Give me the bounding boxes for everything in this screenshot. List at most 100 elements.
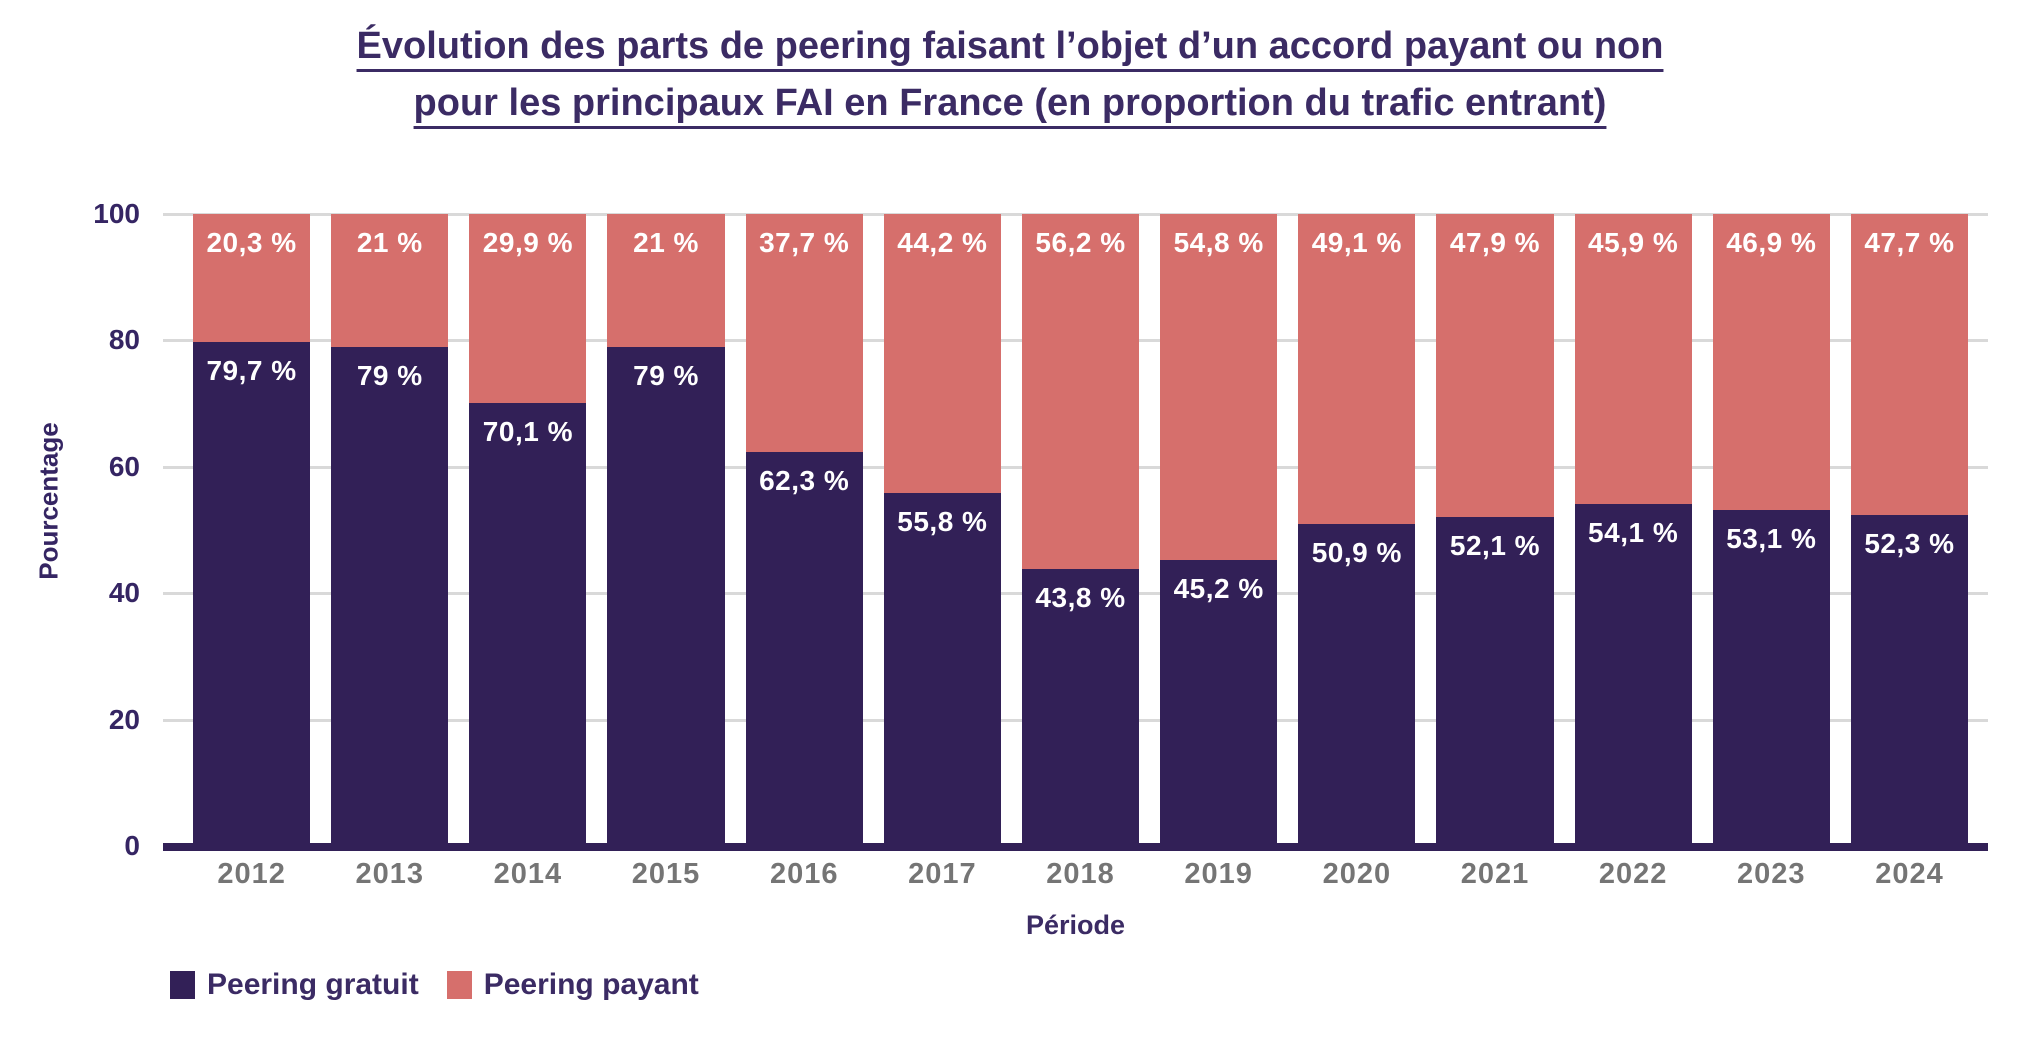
bar-value-label: 56,2 % <box>1035 227 1126 259</box>
legend-item-peering-gratuit: Peering gratuit <box>170 968 419 1002</box>
bar-value-label: 79 % <box>356 359 423 391</box>
segment-peering-gratuit-2019: 45,2 % <box>1160 560 1278 846</box>
x-tick-label-2015: 2015 <box>631 858 701 890</box>
segment-peering-gratuit-2016: 62,3 % <box>745 452 863 846</box>
segment-peering-payant-2013: 21 % <box>331 214 449 347</box>
legend: Peering gratuit Peering payant <box>170 968 699 1002</box>
x-tick-label-2022: 2022 <box>1598 858 1668 890</box>
segment-peering-payant-2020: 49,1 % <box>1298 214 1416 525</box>
x-tick-label-2020: 2020 <box>1322 858 1392 890</box>
x-tick-label-2013: 2013 <box>355 858 424 890</box>
x-tick-label-2017: 2017 <box>908 858 977 890</box>
bar-value-label: 20,3 % <box>206 227 297 259</box>
bar-value-label: 54,1 % <box>1588 517 1679 549</box>
y-tick-label-60: 60 <box>108 450 140 482</box>
bar-column-2016: 37,7 % 62,3 % <box>745 214 863 846</box>
x-tick-label-2024: 2024 <box>1875 858 1944 890</box>
x-tick-label-2016: 2016 <box>769 858 839 890</box>
segment-peering-payant-2021: 47,9 % <box>1436 214 1554 517</box>
bar-value-label: 44,2 % <box>897 227 988 259</box>
segment-peering-payant-2016: 37,7 % <box>745 214 863 453</box>
legend-swatch-peering-gratuit-icon <box>170 971 195 999</box>
y-axis-title: Pourcentage <box>33 422 64 580</box>
bar-value-label: 79 % <box>633 359 699 391</box>
bar-value-label: 21 % <box>633 227 699 259</box>
bar-column-2012: 20,3 % 79,7 % <box>193 214 311 846</box>
segment-peering-payant-2023: 46,9 % <box>1712 214 1830 511</box>
segment-peering-gratuit-2018: 43,8 % <box>1021 569 1140 846</box>
chart-title-line-1: Évolution des parts de peering faisant l… <box>356 25 1664 67</box>
bar-value-label: 46,9 % <box>1726 227 1817 259</box>
x-tick-label-2021: 2021 <box>1460 858 1530 890</box>
bar-column-2015: 21 % 79 % <box>607 214 725 846</box>
bar-value-label: 79,7 % <box>206 355 297 387</box>
legend-item-peering-payant: Peering payant <box>446 968 699 1002</box>
bar-value-label: 47,9 % <box>1449 227 1541 259</box>
bar-value-label: 55,8 % <box>897 506 988 538</box>
x-axis-line <box>163 843 1988 851</box>
y-tick-label-80: 80 <box>108 324 140 356</box>
legend-swatch-peering-payant-icon <box>446 971 472 999</box>
segment-peering-gratuit-2022: 54,1 % <box>1574 504 1692 846</box>
bar-column-2017: 44,2 % 55,8 % <box>883 214 1001 846</box>
x-labels-row: 2012 2013 2014 2015 2016 2017 2018 2019 2020 2021… <box>163 858 1988 891</box>
bar-value-label: 62,3 % <box>759 465 850 497</box>
bar-value-label: 49,1 % <box>1311 227 1402 259</box>
bar-value-label: 52,1 % <box>1449 529 1541 561</box>
bar-value-label: 37,7 % <box>759 227 850 259</box>
bar-column-2018: 56,2 % 43,8 % <box>1021 214 1140 846</box>
segment-peering-payant-2018: 56,2 % <box>1021 214 1140 570</box>
chart-title: Évolution des parts de peering faisant l… <box>0 18 2020 132</box>
segment-peering-gratuit-2017: 55,8 % <box>883 493 1001 846</box>
segment-peering-gratuit-2023: 53,1 % <box>1712 510 1830 846</box>
y-tick-label-20: 20 <box>108 703 140 735</box>
bar-value-label: 45,9 % <box>1588 227 1679 259</box>
segment-peering-payant-2022: 45,9 % <box>1574 214 1692 505</box>
segment-peering-payant-2012: 20,3 % <box>193 214 311 343</box>
bar-value-label: 47,7 % <box>1864 227 1955 259</box>
bar-column-2023: 46,9 % 53,1 % <box>1712 214 1830 846</box>
legend-label-peering-payant: Peering payant <box>483 968 699 1001</box>
y-tick-label-0: 0 <box>124 830 140 861</box>
segment-peering-gratuit-2015: 79 % <box>607 346 725 846</box>
legend-label-peering-gratuit: Peering gratuit <box>207 968 419 1001</box>
bar-value-label: 45,2 % <box>1173 573 1264 605</box>
bar-value-label: 54,8 % <box>1173 227 1264 259</box>
x-tick-label-2018: 2018 <box>1046 858 1115 890</box>
bar-value-label: 21 % <box>356 227 423 259</box>
plot-area: 20,3 % 79,7 % 21 % 79 % 29,9 % 70,1 % 21 % 79 %… <box>163 213 1988 846</box>
segment-peering-payant-2019: 54,8 % <box>1160 214 1278 561</box>
segment-peering-gratuit-2012: 79,7 % <box>193 342 311 846</box>
x-tick-label-2023: 2023 <box>1737 858 1806 890</box>
bar-column-2020: 49,1 % 50,9 % <box>1298 214 1416 846</box>
segment-peering-payant-2024: 47,7 % <box>1850 214 1969 516</box>
bar-value-label: 29,9 % <box>482 227 573 259</box>
segment-peering-gratuit-2024: 52,3 % <box>1850 515 1969 846</box>
bar-value-label: 43,8 % <box>1035 582 1126 614</box>
segment-peering-payant-2017: 44,2 % <box>883 214 1001 494</box>
x-tick-label-2012: 2012 <box>217 858 286 890</box>
bar-column-2014: 29,9 % 70,1 % <box>469 214 587 846</box>
y-tick-label-100: 100 <box>93 198 140 229</box>
bar-column-2022: 45,9 % 54,1 % <box>1574 214 1692 846</box>
segment-peering-payant-2015: 21 % <box>607 214 725 347</box>
x-tick-label-2019: 2019 <box>1184 858 1253 890</box>
x-tick-label-2014: 2014 <box>493 858 563 890</box>
y-axis: 0 20 40 60 80 100 <box>0 198 140 861</box>
bar-value-label: 50,9 % <box>1311 537 1402 569</box>
segment-peering-gratuit-2013: 79 % <box>331 346 449 846</box>
bar-column-2019: 54,8 % 45,2 % <box>1160 214 1278 846</box>
bar-value-label: 52,3 % <box>1864 528 1955 560</box>
segment-peering-gratuit-2014: 70,1 % <box>469 402 587 846</box>
y-tick-label-40: 40 <box>108 577 140 609</box>
bar-column-2021: 47,9 % 52,1 % <box>1436 214 1554 846</box>
x-axis-title: Période <box>1025 910 1126 940</box>
bars-row: 20,3 % 79,7 % 21 % 79 % 29,9 % 70,1 % 21 % 79 %… <box>163 214 1988 846</box>
segment-peering-gratuit-2020: 50,9 % <box>1298 524 1416 846</box>
bar-column-2013: 21 % 79 % <box>331 214 449 846</box>
bar-value-label: 53,1 % <box>1726 523 1817 555</box>
chart-title-line-2: pour les principaux FAI en France (en pr… <box>413 82 1607 124</box>
segment-peering-payant-2014: 29,9 % <box>469 214 587 403</box>
segment-peering-gratuit-2021: 52,1 % <box>1436 516 1554 846</box>
bar-column-2024: 47,7 % 52,3 % <box>1850 214 1969 846</box>
